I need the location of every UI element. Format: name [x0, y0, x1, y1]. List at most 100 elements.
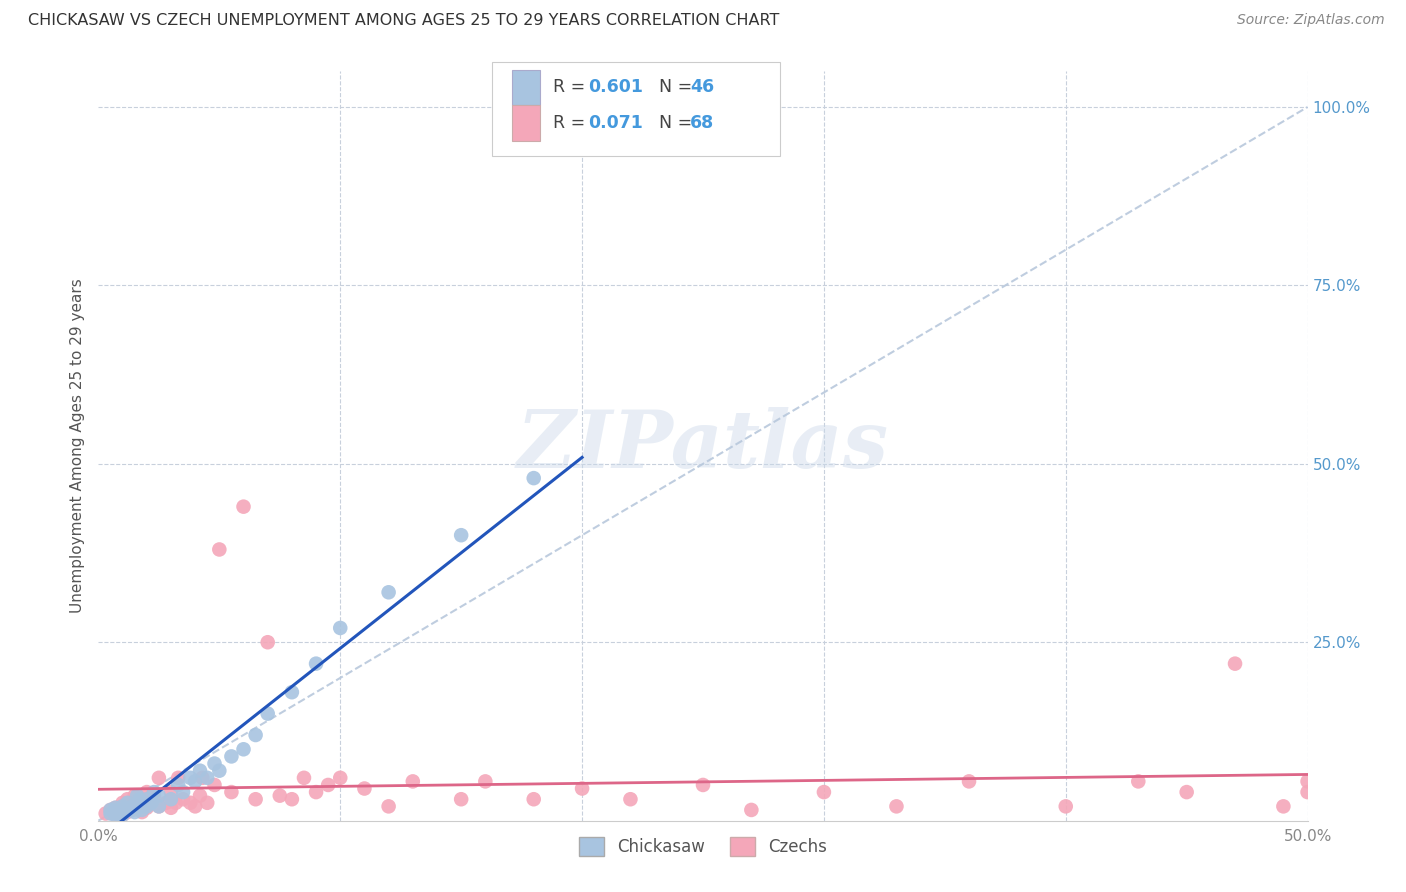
Point [692, 778, 714, 792]
Point [377, 585, 399, 599]
Point [292, 771, 315, 785]
Point [450, 528, 472, 542]
Point [232, 500, 254, 514]
Point [148, 799, 170, 814]
Point [329, 771, 352, 785]
Point [160, 801, 183, 815]
Point [128, 792, 150, 806]
Point [135, 792, 157, 806]
Point [184, 799, 207, 814]
Point [167, 778, 190, 792]
Point [100, 803, 122, 817]
Point [127, 796, 149, 810]
Point [1272, 799, 1295, 814]
Point [117, 792, 139, 806]
Point [124, 789, 146, 803]
Point [571, 781, 593, 796]
Point [107, 803, 129, 817]
Point [117, 805, 139, 819]
Point [523, 792, 546, 806]
Text: 0.601: 0.601 [588, 78, 643, 95]
Text: 0.071: 0.071 [588, 114, 643, 132]
Point [148, 789, 170, 803]
Point [316, 778, 339, 792]
Point [245, 728, 267, 742]
Point [450, 792, 472, 806]
Point [141, 796, 163, 810]
Y-axis label: Unemployment Among Ages 25 to 29 years: Unemployment Among Ages 25 to 29 years [70, 278, 86, 614]
Point [281, 792, 304, 806]
Point [118, 801, 141, 815]
Point [111, 799, 134, 814]
Point [117, 803, 139, 817]
Point [117, 796, 139, 810]
Point [135, 799, 157, 814]
Text: R =: R = [553, 78, 591, 95]
Point [131, 803, 153, 817]
Point [188, 789, 211, 803]
Point [195, 771, 218, 785]
Point [353, 781, 375, 796]
Text: R =: R = [553, 114, 591, 132]
Point [474, 774, 496, 789]
Point [124, 805, 146, 819]
Point [101, 805, 124, 819]
Text: Source: ZipAtlas.com: Source: ZipAtlas.com [1237, 13, 1385, 28]
Legend: Chickasaw, Czechs: Chickasaw, Czechs [571, 829, 835, 864]
Point [104, 808, 127, 822]
Point [148, 771, 170, 785]
Point [281, 685, 304, 699]
Point [111, 808, 134, 822]
Point [1223, 657, 1246, 671]
Point [256, 635, 278, 649]
Point [232, 742, 254, 756]
Point [191, 771, 214, 785]
Point [100, 803, 122, 817]
Point [167, 771, 190, 785]
Point [256, 706, 278, 721]
Point [135, 785, 157, 799]
Text: N =: N = [648, 114, 697, 132]
Point [188, 764, 211, 778]
Text: ZIPatlas: ZIPatlas [517, 408, 889, 484]
Point [108, 805, 131, 819]
Point [208, 542, 231, 557]
Point [165, 796, 187, 810]
Point [111, 799, 134, 814]
Point [1054, 799, 1077, 814]
Point [160, 792, 183, 806]
Point [195, 796, 218, 810]
Point [127, 789, 149, 803]
Point [104, 805, 127, 819]
Point [135, 801, 157, 815]
Point [172, 792, 194, 806]
Point [107, 806, 129, 821]
Point [121, 803, 143, 817]
Point [221, 785, 243, 799]
Point [143, 789, 166, 803]
Point [245, 792, 267, 806]
Point [305, 657, 328, 671]
Point [104, 808, 127, 822]
Text: N =: N = [648, 78, 697, 95]
Point [124, 797, 146, 812]
Point [377, 799, 399, 814]
Point [107, 803, 129, 817]
Point [131, 805, 153, 819]
Point [160, 785, 183, 799]
Point [124, 799, 146, 814]
Point [886, 799, 908, 814]
Point [204, 756, 226, 771]
Point [131, 792, 153, 806]
Point [111, 796, 134, 810]
Point [118, 801, 141, 815]
Point [740, 803, 762, 817]
Point [523, 471, 546, 485]
Text: 46: 46 [690, 78, 714, 95]
Point [155, 796, 177, 810]
Point [104, 801, 127, 815]
Point [172, 785, 194, 799]
Text: 68: 68 [690, 114, 714, 132]
Point [1296, 785, 1319, 799]
Point [204, 778, 226, 792]
